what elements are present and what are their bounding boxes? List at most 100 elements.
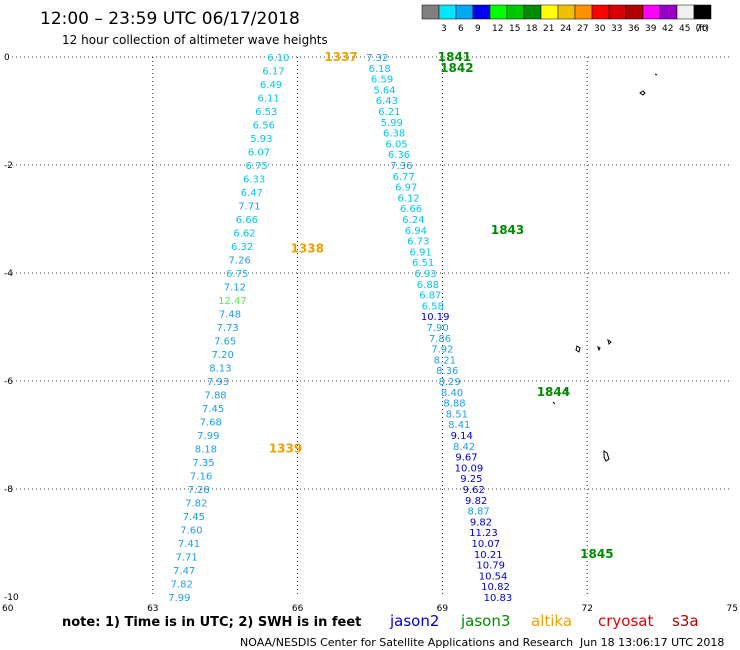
wave-height-label: 6.62 [233,229,255,240]
island-outline [603,450,610,462]
wave-height-label: 9.82 [470,517,492,528]
wave-height-label: 8.88 [443,399,465,410]
colorbar-swatch [574,4,593,20]
wave-height-label: 6.51 [412,258,434,269]
wave-height-label: 7.82 [171,580,193,591]
units-note: note: 1) Time is in UTC; 2) SWH is in fe… [62,615,361,630]
wave-height-label: 6.94 [405,226,427,237]
x-tick-label: 69 [437,604,449,614]
wave-height-label: 7.60 [180,526,202,537]
colorbar-tick-label: 21 [543,24,554,34]
y-tick-label: 0 [4,53,10,63]
wave-height-label: 7.99 [168,593,190,604]
x-tick-label: 75 [727,604,738,614]
wave-height-label: 8.51 [446,409,468,420]
wave-height-label: 6.77 [393,172,415,183]
wave-height-label: 7.99 [197,431,219,442]
wave-height-label: 6.07 [248,148,270,159]
wave-height-label: 6.05 [385,139,407,150]
track-2: 7.326.186.595.646.436.215.996.386.056.36… [366,53,512,604]
y-tick-label: -10 [4,593,19,603]
map-grid: 60 63 66 69 72 75 0 -2 -4 -6 -8 -10 [2,53,738,614]
wave-height-label: 7.68 [200,418,222,429]
wave-height-label: 8.87 [467,507,489,518]
wave-height-label: 7.88 [204,391,226,402]
wave-height-label: 10.21 [474,550,503,561]
wave-height-label: 6.97 [395,183,417,194]
wave-height-label: 7.41 [178,539,200,550]
wave-height-label: 6.66 [400,204,422,215]
satellite-legend: jason2 jason3 altika cryosat s3a [389,612,699,630]
x-tick-label: 72 [581,604,592,614]
pass-number-label: 1844 [537,385,570,399]
wave-height-label: 6.75 [226,269,248,280]
island-outline [607,338,612,345]
wave-height-label: 7.35 [192,458,214,469]
colorbar-swatch [489,4,508,20]
satellite-legend-s3a: s3a [672,612,699,630]
colorbar-tick-label: 45 [679,24,690,34]
credit-line: NOAA/NESDIS Center for Satellite Applica… [240,636,573,649]
wave-height-label: 6.32 [231,242,253,253]
colorbar-legend: 3 6 9 12 15 18 21 24 27 30 33 36 39 42 45 70(ft) [421,4,712,34]
wave-height-label: 7.65 [214,337,236,348]
y-tick-label: -8 [4,485,13,495]
wave-height-label: 8.40 [441,388,463,399]
pass-number-label: 1337 [324,50,357,64]
wave-height-label: 5.99 [381,118,403,129]
wave-height-label: 7.86 [429,334,451,345]
colorbar-swatch [608,4,627,20]
wave-height-label: 9.25 [460,474,482,485]
wave-height-label: 8.21 [434,355,456,366]
pass-number-label: 1845 [580,547,613,561]
colorbar-tick-label: 30 [594,24,606,34]
colorbar-tick-label: 12 [492,24,503,34]
colorbar-swatch [523,4,542,20]
wave-height-label: 5.93 [250,134,272,145]
wave-height-label: 6.73 [407,237,429,248]
pass-number-label: 1339 [269,442,302,456]
wave-height-label: 7.48 [219,310,241,321]
y-tick-label: -2 [4,161,13,171]
x-tick-label: 63 [147,604,158,614]
wave-height-label: 7.36 [390,161,412,172]
page-title: 12:00 – 23:59 UTC 06/17/2018 [40,9,300,29]
wave-height-label: 7.45 [202,404,224,415]
colorbar-tick-label: 3 [441,24,447,34]
wave-height-label: 7.82 [185,499,207,510]
island-outline [639,90,646,96]
island-outline [575,345,581,353]
colorbar-swatch [642,4,661,20]
wave-height-label: 6.18 [369,64,391,75]
wave-height-label: 10.82 [481,582,510,593]
wave-height-label: 10.83 [484,593,513,604]
wave-height-label: 7.16 [190,472,212,483]
wave-height-label: 6.49 [260,80,282,91]
wave-height-label: 6.12 [397,193,419,204]
wave-height-label: 7.28 [188,485,210,496]
wave-height-label: 7.20 [212,350,234,361]
wave-height-label: 9.14 [451,431,473,442]
satellite-legend-jason2: jason2 [389,612,439,630]
colorbar-swatch [557,4,576,20]
wave-height-label: 8.36 [436,366,458,377]
wave-height-label: 10.79 [476,561,505,572]
wave-height-label: 7.26 [229,256,251,267]
wave-height-label: 6.53 [255,107,277,118]
wave-height-label: 8.18 [195,445,217,456]
colorbar-tick-label: 27 [577,24,588,34]
wave-height-label: 5.64 [373,85,395,96]
island-outlines [552,73,658,462]
wave-height-label: 6.66 [236,215,258,226]
colorbar-swatch [472,4,491,20]
island-outline [564,389,568,392]
wave-height-label: 7.45 [183,512,205,523]
wave-height-label: 6.93 [414,269,436,280]
colorbar-tick-label: 15 [509,24,520,34]
satellite-legend-cryosat: cryosat [598,612,653,630]
track-1: 6.10 6.17 6.49 6.11 6.53 6.56 5.93 6.07 6.75 6.33… [168,53,289,604]
colorbar-swatch [506,4,525,20]
colorbar-unit: (ft) [695,24,709,34]
wave-height-label: 8.41 [448,420,470,431]
wave-height-label: 7.92 [431,345,453,356]
